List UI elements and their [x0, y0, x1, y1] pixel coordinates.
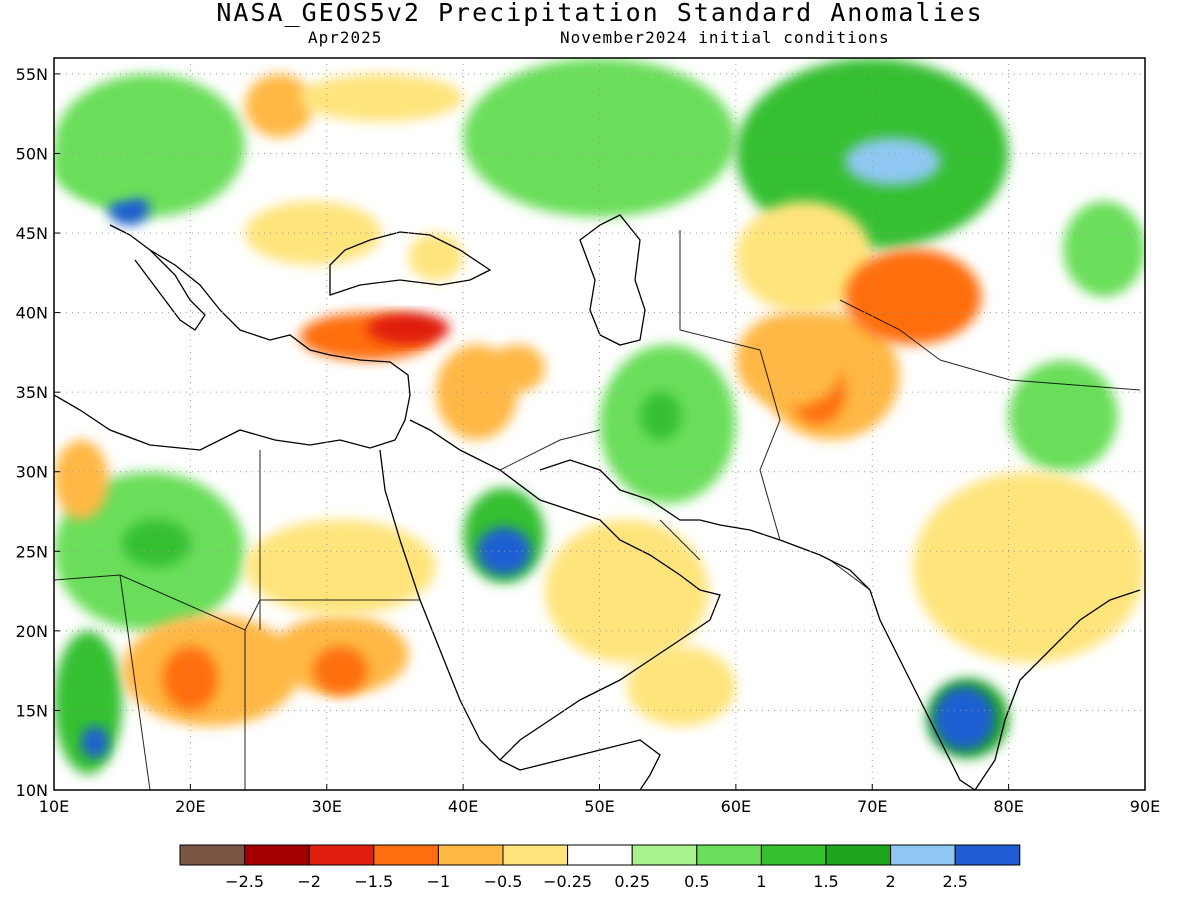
- lat-label-50: 50N: [16, 144, 48, 163]
- anomaly-area-23: [81, 726, 109, 759]
- anomaly-area-27: [313, 646, 368, 695]
- lon-label-30: 30E: [312, 797, 342, 816]
- coastline-layer: [54, 214, 1141, 790]
- colorbar-swatch-9: [760, 844, 827, 866]
- colorbar-swatch-11: [890, 844, 956, 866]
- anomaly-area-16: [844, 248, 982, 345]
- coastline-india: [779, 539, 1141, 790]
- lon-label-60: 60E: [721, 797, 751, 816]
- colorbar-swatch-5: [502, 844, 569, 866]
- colorbar-swatch-7: [631, 844, 698, 866]
- anomaly-area-2: [244, 73, 314, 138]
- lat-label-20: 20N: [16, 622, 48, 641]
- anomaly-area-19: [913, 471, 1145, 663]
- colorbar-swatch-8: [696, 844, 762, 866]
- anomaly-area-28: [244, 519, 436, 615]
- colorbar-label-0: −2.5: [225, 872, 264, 891]
- lon-label-10: 10E: [39, 797, 69, 816]
- coastline-red-sea: [379, 449, 521, 771]
- lon-label-20: 20E: [175, 797, 205, 816]
- coastline-italy: [134, 249, 206, 331]
- colorbar-label-7: 0.5: [684, 872, 709, 891]
- coastline-africa-horn: [519, 739, 661, 790]
- colorbar-label-9: 1.5: [813, 872, 838, 891]
- colorbar-swatch-4: [437, 844, 504, 866]
- anomaly-area-38: [1063, 201, 1145, 297]
- anomaly-area-6: [844, 137, 941, 186]
- lon-label-90: 90E: [1130, 797, 1160, 816]
- lon-label-40: 40E: [448, 797, 478, 816]
- coastline-caspian-sea: [579, 214, 646, 346]
- lon-label-50: 50E: [584, 797, 614, 816]
- colorbar-label-11: 2.5: [942, 872, 967, 891]
- lat-label-30: 30N: [16, 463, 48, 482]
- anomaly-area-21: [122, 519, 191, 568]
- lat-label-35: 35N: [16, 383, 48, 402]
- anomaly-area-9: [367, 312, 450, 345]
- colorbar-swatch-3: [373, 844, 439, 866]
- coastline-mediterranean: [54, 224, 411, 451]
- anomaly-area-32: [626, 646, 736, 727]
- lat-label-25: 25N: [16, 542, 48, 561]
- colorbar-label-1: −2: [297, 872, 321, 891]
- anomaly-field-layer: [54, 58, 1145, 775]
- colorbar-swatch-12: [954, 844, 1021, 866]
- colorbar-swatch-2: [308, 844, 375, 866]
- anomaly-area-31: [544, 519, 709, 663]
- colorbar-swatch-0: [179, 844, 246, 866]
- coastline-black-sea: [329, 231, 492, 296]
- anomaly-area-11: [490, 344, 545, 393]
- lat-lon-grid: [54, 58, 1145, 790]
- anomaly-area-35: [54, 439, 109, 520]
- colorbar-swatch-6: [567, 844, 633, 866]
- anomaly-area-25: [163, 646, 218, 711]
- colorbar: −2.5 −2 −1.5 −1 −0.5 −0.25 0.25 0.5 1 1.5 2 2.5: [179, 844, 1021, 891]
- lat-label-55: 55N: [16, 65, 48, 84]
- anomaly-area-36: [54, 137, 164, 202]
- coastline-persian-gulf: [539, 459, 781, 541]
- initial-conditions: November2024 initial conditions: [560, 28, 890, 47]
- anomaly-area-37: [408, 233, 464, 281]
- anomaly-area-34: [933, 686, 995, 751]
- lat-label-45: 45N: [16, 224, 48, 243]
- colorbar-label-6: 0.25: [614, 872, 650, 891]
- map-title: NASA_GEOS5v2 Precipitation Standard Anom…: [216, 0, 984, 27]
- colorbar-label-5: −0.25: [543, 872, 592, 891]
- lat-label-15: 15N: [16, 701, 48, 720]
- anomaly-area-13: [640, 392, 682, 440]
- latitude-labels: 55N 50N 45N 40N 35N 30N 25N 20N 15N 10N: [16, 65, 60, 800]
- coastline-arabia-east: [409, 419, 721, 761]
- anomaly-area-1: [108, 193, 150, 226]
- lon-label-80: 80E: [993, 797, 1023, 816]
- colorbar-label-3: −1: [427, 872, 451, 891]
- anomaly-area-39: [735, 312, 845, 409]
- valid-month: Apr2025: [308, 28, 383, 47]
- anomaly-area-4: [463, 58, 736, 218]
- lat-label-40: 40N: [16, 304, 48, 323]
- borders-layer: [54, 230, 1141, 790]
- colorbar-label-2: −1.5: [354, 872, 393, 891]
- colorbar-swatch-1: [244, 844, 310, 866]
- colorbar-label-4: −0.5: [484, 872, 523, 891]
- colorbar-label-10: 2: [886, 872, 896, 891]
- anomaly-area-18: [1008, 360, 1118, 472]
- colorbar-label-8: 1: [756, 872, 766, 891]
- colorbar-swatch-10: [825, 844, 892, 866]
- lat-label-10: 10N: [16, 781, 48, 800]
- anomaly-area-14: [735, 201, 873, 313]
- anomaly-area-3: [299, 73, 464, 122]
- lon-label-70: 70E: [857, 797, 887, 816]
- longitude-labels: 10E 20E 30E 40E 50E 60E 70E 80E 90E: [39, 784, 1160, 816]
- border-lines: [54, 230, 1141, 790]
